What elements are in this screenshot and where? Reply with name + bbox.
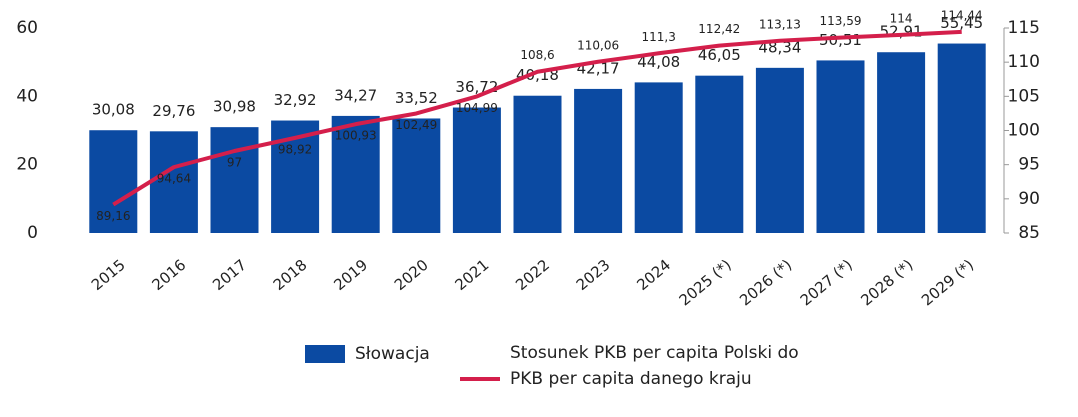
y2-tick-label: 115 <box>1008 18 1040 38</box>
x-tick-label: 2028 (*) <box>857 256 916 310</box>
line-value-label: 110,06 <box>577 38 619 52</box>
bar-value-label: 52,91 <box>880 23 923 41</box>
bar-value-label: 46,05 <box>698 46 741 64</box>
x-tick-label: 2020 <box>391 256 432 294</box>
bar <box>89 130 138 233</box>
bar-value-label: 30,98 <box>213 98 256 116</box>
bar-value-label: 44,08 <box>637 53 680 71</box>
line-value-label: 89,16 <box>96 209 130 223</box>
bar <box>634 82 683 233</box>
x-tick-label: 2026 (*) <box>736 256 795 310</box>
x-tick-label: 2024 <box>633 256 674 294</box>
y2-tick-label: 105 <box>1008 86 1040 106</box>
bar <box>755 67 804 233</box>
bar-value-label: 32,92 <box>274 91 317 109</box>
x-tick-label: 2016 <box>149 256 190 294</box>
legend-swatch <box>305 345 345 363</box>
line-value-label: 114 <box>890 11 913 25</box>
x-tick-label: 2023 <box>573 256 614 294</box>
y-tick-label: 20 <box>16 155 38 175</box>
x-tick-label: 2015 <box>88 256 129 294</box>
line-value-label: 102,49 <box>395 118 437 132</box>
bar <box>149 131 198 233</box>
x-tick-label: 2022 <box>512 256 553 294</box>
y-tick-label: 0 <box>27 223 38 243</box>
bar <box>574 88 623 234</box>
bar <box>392 118 441 233</box>
bar <box>937 43 986 233</box>
y-tick-label: 40 <box>16 86 38 106</box>
x-tick-label: 2019 <box>330 256 371 294</box>
bar <box>331 115 380 233</box>
bar <box>695 75 744 233</box>
y2-tick-label: 90 <box>1018 189 1040 209</box>
line-value-label: 113,13 <box>759 17 801 31</box>
bar <box>513 95 562 234</box>
bar-value-label: 55,45 <box>940 14 983 32</box>
bar <box>210 127 259 233</box>
x-tick-label: 2021 <box>452 256 493 294</box>
x-tick-label: 2018 <box>270 256 311 294</box>
line-value-label: 111,3 <box>642 30 676 44</box>
x-tick-label: 2029 (*) <box>918 256 977 310</box>
x-tick-label: 2025 (*) <box>676 256 735 310</box>
y2-tick-label: 85 <box>1018 223 1040 243</box>
line-value-label: 98,92 <box>278 142 312 156</box>
bar-value-label: 33,52 <box>395 89 438 107</box>
y-tick-label: 60 <box>16 18 38 38</box>
line-value-label: 113,59 <box>820 14 862 28</box>
line <box>112 29 962 207</box>
bar-value-label: 30,08 <box>92 101 135 119</box>
bar-value-label: 29,76 <box>152 102 195 120</box>
legend-label: Stosunek PKB per capita Polski do PKB pe… <box>510 343 799 389</box>
bar <box>816 60 865 234</box>
x-tick-label: 2027 (*) <box>797 256 856 310</box>
legend-label: Słowacja <box>355 344 430 364</box>
line-value-label: 97 <box>227 156 242 170</box>
y2-tick-label: 110 <box>1008 52 1040 72</box>
line-value-label: 112,42 <box>698 22 740 36</box>
x-tick-label: 2017 <box>209 256 250 294</box>
bar-value-label: 34,27 <box>334 86 377 104</box>
line-value-label: 94,64 <box>157 172 191 186</box>
line-value-label: 104,99 <box>456 101 498 115</box>
bar-value-label: 36,72 <box>455 78 498 96</box>
bar <box>452 107 501 233</box>
line-value-label: 100,93 <box>335 129 377 143</box>
bar <box>877 52 926 233</box>
y2-tick-label: 100 <box>1008 121 1040 141</box>
line-value-label: 114,44 <box>941 8 983 22</box>
line-value-label: 108,6 <box>520 48 554 62</box>
y2-tick-label: 95 <box>1018 155 1040 175</box>
